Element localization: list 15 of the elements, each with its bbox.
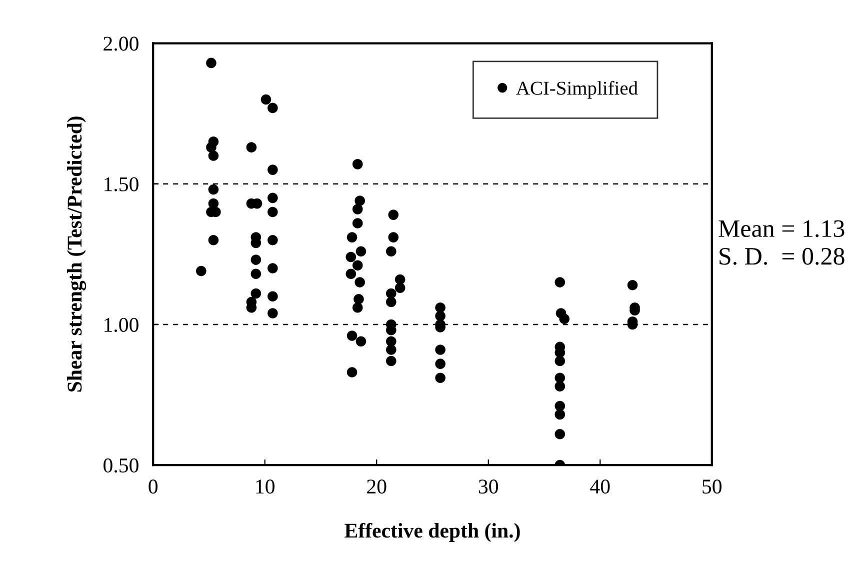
- y-tick-label: 1.00: [104, 318, 138, 332]
- x-tick-label: 0: [148, 480, 158, 494]
- text: Mean = 1.13: [718, 220, 844, 238]
- y-tick-label: 0.50: [104, 458, 138, 473]
- x-tick-label: 10: [256, 480, 274, 494]
- x-tick-label: 40: [590, 480, 610, 494]
- text: S. D. = 0.28: [720, 248, 844, 265]
- x-tick-label: 30: [478, 480, 498, 494]
- y-tick-label: 2.00: [104, 36, 138, 51]
- x-axis-title: Effective depth (in.): [344, 522, 520, 542]
- y-tick-label: 1.50: [104, 177, 138, 192]
- legend-label: ACI-Simplified: [516, 80, 638, 99]
- y-axis-title: Shear strength (Test/Predicted): [67, 116, 86, 392]
- x-tick-label: 50: [702, 480, 722, 494]
- x-tick-label: 20: [367, 480, 386, 494]
